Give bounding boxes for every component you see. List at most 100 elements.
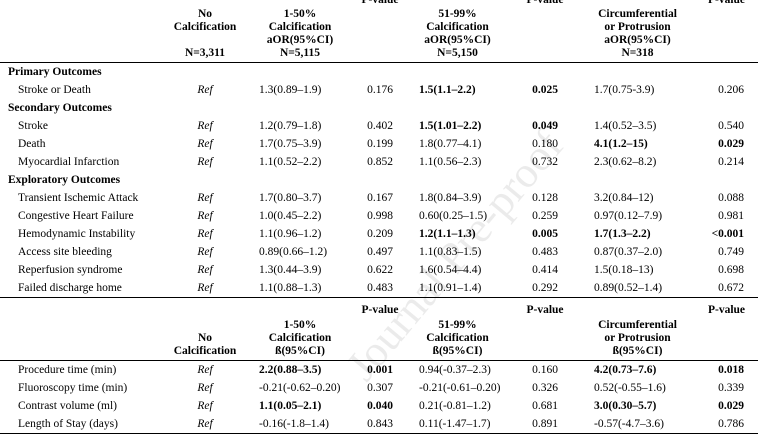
section-title: Exploratory Outcomes [8,174,121,186]
header-row: No Calcification 1-50% Calcification ß(95%CI… [0,297,758,361]
header-line: 51-99% [438,8,477,20]
cell: 0.732 [532,156,558,168]
header-cell: P-value [355,0,405,63]
cell: 0.998 [367,210,393,222]
header-line: N=318 [621,47,654,59]
cell: 0.483 [367,282,393,294]
header-cell: P-value [355,297,405,361]
cell: 0.206 [718,84,744,96]
cell: Ref [197,364,213,376]
row-label: Procedure time (min) [18,364,117,376]
cell: 0.698 [718,264,744,276]
data-row: Procedure time (min) Ref 2.2(0.88–3.5) 0.00… [0,361,758,380]
header-cell: 51-99% Calcification aOR(95%CI) N=5,150 [405,0,510,63]
cell: 0.843 [355,415,405,434]
cell: -0.16(-1.8–1.4) [245,415,355,434]
cell: 1.1(0.91–1.4) [419,282,482,294]
cell: 0.87(0.37–2.0) [594,246,663,258]
header-row: No Calcification N=3,311 1-50% Calcification… [0,0,758,63]
section-row: Exploratory Outcomes [0,171,758,189]
header-line: Circumferential [598,319,677,331]
row-label: Contrast volume (ml) [18,400,118,412]
header-cell: 1-50% Calcification aOR(95%CI) N=5,115 [245,0,355,63]
header-line: 1-50% [283,319,317,331]
cell: 4.2(0.73–7.6) [594,364,657,376]
cell: Ref [197,264,213,276]
cell: Ref [197,156,213,168]
cell: 0.11(-1.47–1.7) [405,415,510,434]
cell: 0.981 [718,210,744,222]
cell: Ref [197,138,213,150]
cell: 0.339 [718,382,744,394]
row-label: Stroke [18,120,49,132]
cell: -0.21(-0.61–0.20) [419,382,501,394]
cell: 1.1(0.05–2.1) [259,400,322,412]
cell: <0.001 [711,228,744,240]
cell: 0.94(-0.37–2.3) [419,364,491,376]
row-label: Fluoroscopy time (min) [18,382,128,394]
cell: 1.0(0.45–2.2) [259,210,322,222]
header-line: aOR(95%CI) [604,34,671,46]
header-line: Calcification [173,345,237,357]
data-row: Congestive Heart Failure Ref 1.0(0.45–2.2)… [0,207,758,225]
cell: 0.049 [532,120,558,132]
row-label: Reperfusion syndrome [18,264,123,276]
cell: 1.4(0.52–3.5) [594,120,657,132]
cell: 0.97(0.12–7.9) [594,210,663,222]
header-line: aOR(95%CI) [424,34,491,46]
row-label: Transient Ischemic Attack [18,192,139,204]
cell: 1.3(0.89–1.9) [259,84,322,96]
header-line: aOR(95%CI) [266,34,334,46]
section-row: Primary Outcomes [0,63,758,82]
cell: 0.52(-0.55–1.6) [594,382,666,394]
header-line: P-value [526,0,564,6]
cell: Ref [197,120,213,132]
cell: 0.89(0.66–1.2) [259,246,328,258]
cell: 2.2(0.88–3.5) [259,364,322,376]
cell: 1.1(0.56–2.3) [419,156,482,168]
cell: 0.681 [532,400,558,412]
cell: 4.1(1.2–15) [594,138,648,150]
cell: Ref [197,228,213,240]
header-line: Calcification [426,21,489,33]
header-line: Calcification [426,332,489,344]
data-row: Reperfusion syndrome Ref 1.3(0.44–3.9) 0.62… [0,261,758,279]
header-line: N=5,115 [279,47,321,59]
data-row: Fluoroscopy time (min) Ref -0.21(-0.62–0.2… [0,379,758,397]
cell: Ref [197,382,213,394]
cell: 0.672 [718,282,744,294]
cell: 1.7(0.75-3.9) [594,84,655,96]
cell: 0.414 [532,264,558,276]
header-line: P-value [707,304,746,316]
cell: 0.128 [532,192,558,204]
cell: 0.040 [367,400,393,412]
row-label: Hemodynamic Instability [18,228,136,240]
cell: 0.001 [367,364,393,376]
header-line: or Protrusion [604,332,671,344]
cell: 0.891 [510,415,580,434]
cell: 0.029 [718,400,744,412]
data-row: Failed discharge home Ref 1.1(0.88–1.3) 0.4… [0,279,758,298]
header-line: P-value [526,304,564,316]
header-line: Calcification [268,332,332,344]
section-title: Secondary Outcomes [8,102,112,114]
data-row: Hemodynamic Instability Ref 1.1(0.96–1.2) 0… [0,225,758,243]
cell: 0.852 [367,156,393,168]
header-line: N=5,150 [437,47,478,59]
cell: -0.21(-0.62–0.20) [259,382,341,394]
header-cell: P-value [695,0,758,63]
cell: 1.2(0.79–1.8) [259,120,322,132]
cell: 1.5(1.1–2.2) [419,84,476,96]
row-label: Failed discharge home [18,282,122,294]
header-cell: Circumferential or Protrusion aOR(95%CI) N=… [580,0,695,63]
cell: Ref [197,192,213,204]
cell: 0.167 [367,192,393,204]
cell: 3.2(0.84–12) [594,192,654,204]
cell: 1.1(0.83–1.5) [419,246,482,258]
header-line: ß(95%CI) [432,345,483,357]
header-line: ß(95%CI) [275,345,325,357]
cell: 0.018 [718,364,744,376]
data-row: Length of Stay (days) Ref -0.16(-1.8–1.4) 0… [0,415,758,434]
header-cell: P-value [510,0,580,63]
